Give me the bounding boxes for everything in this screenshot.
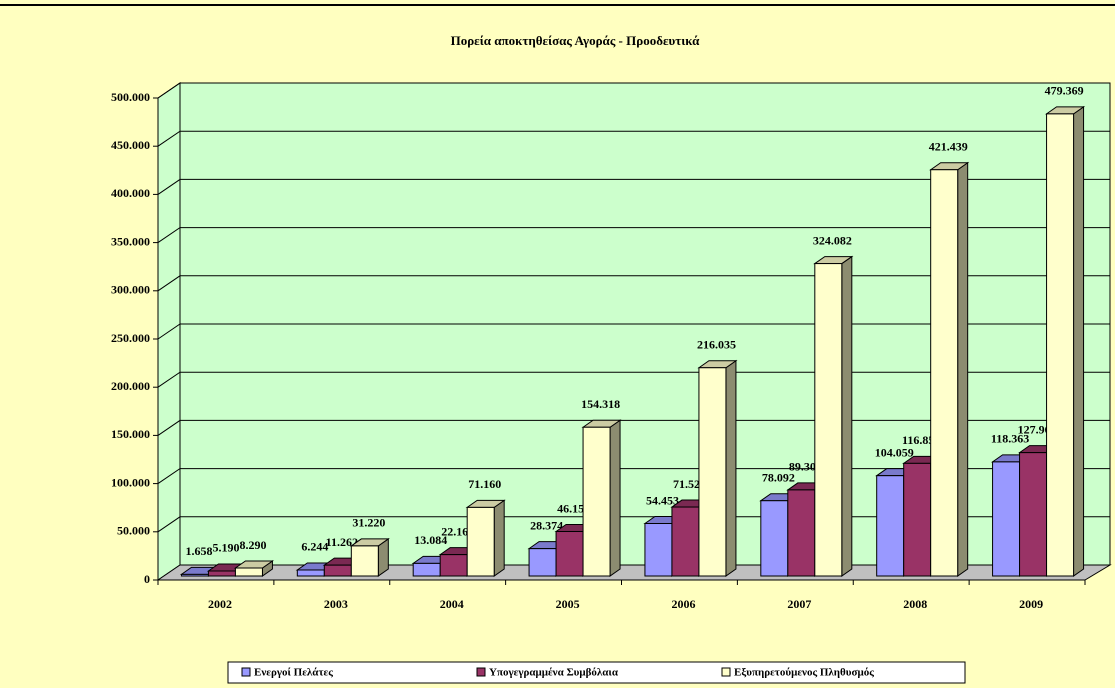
value-label: 78.092 xyxy=(762,470,795,484)
y-tick-label: 300.000 xyxy=(111,283,150,297)
value-label: 421.439 xyxy=(929,139,968,153)
bar-side xyxy=(841,255,853,577)
x-tick-label: 2006 xyxy=(671,597,695,611)
bar xyxy=(439,554,468,577)
value-label: 324.082 xyxy=(813,233,852,247)
bar xyxy=(644,523,673,577)
y-tick-label: 100.000 xyxy=(111,475,150,489)
grid-line xyxy=(157,130,1110,147)
bar xyxy=(1019,452,1048,577)
bar xyxy=(528,548,557,577)
legend xyxy=(227,661,966,684)
bar xyxy=(323,564,352,577)
bar xyxy=(787,489,816,577)
grid-line xyxy=(157,178,1110,195)
bar xyxy=(180,573,209,577)
x-tick-label: 2002 xyxy=(208,597,232,611)
grid-line xyxy=(157,227,1110,244)
bar xyxy=(234,567,263,577)
bar xyxy=(207,570,236,577)
bar xyxy=(466,506,495,577)
bar-side xyxy=(957,161,969,577)
value-label: 5.190 xyxy=(212,541,239,555)
bar xyxy=(555,531,584,577)
value-label: 8.290 xyxy=(239,538,266,552)
y-tick-label: 200.000 xyxy=(111,379,150,393)
value-label: 46.159 xyxy=(557,501,590,515)
value-label: 11.262 xyxy=(326,535,358,549)
legend-label: Εξυπηρετούμενος Πληθυσμός xyxy=(734,667,874,679)
bar xyxy=(698,367,727,577)
bar-side xyxy=(493,499,505,577)
bar xyxy=(903,462,932,577)
value-label: 104.059 xyxy=(875,445,914,459)
value-label: 154.318 xyxy=(581,397,620,411)
x-tick-label: 2007 xyxy=(787,597,811,611)
value-label: 6.244 xyxy=(301,540,328,554)
x-tick-label: 2009 xyxy=(1019,597,1043,611)
x-tick-label: 2003 xyxy=(324,597,348,611)
value-label: 1.658 xyxy=(185,544,212,558)
legend-swatch xyxy=(241,667,251,677)
y-tick-label: 450.000 xyxy=(111,138,150,152)
value-label: 28.374 xyxy=(530,518,563,532)
bar xyxy=(1046,113,1075,577)
legend-swatch xyxy=(721,667,731,677)
legend-swatch xyxy=(476,667,486,677)
y-tick-label: 500.000 xyxy=(111,90,150,104)
value-label: 31.220 xyxy=(352,516,385,530)
bar xyxy=(760,500,789,577)
value-label: 89.307 xyxy=(789,460,822,474)
grid-line xyxy=(157,371,1110,388)
bar-side xyxy=(609,419,621,577)
x-tick-label: 2008 xyxy=(903,597,927,611)
y-tick-label: 400.000 xyxy=(111,186,150,200)
bar xyxy=(412,562,441,577)
bar xyxy=(814,263,843,577)
grid-line xyxy=(157,323,1110,340)
y-tick-label: 150.000 xyxy=(111,427,150,441)
y-tick-label: 250.000 xyxy=(111,331,150,345)
x-tick-label: 2004 xyxy=(440,597,464,611)
legend-label: Υπογεγραμμένα Συμβόλαια xyxy=(489,667,619,679)
y-tick-label: 350.000 xyxy=(111,234,150,248)
bar xyxy=(992,461,1021,577)
bar xyxy=(930,169,959,577)
bar xyxy=(582,426,611,577)
y-tick-label: 0 xyxy=(144,572,150,586)
grid-line xyxy=(157,468,1110,485)
grid-line xyxy=(157,275,1110,292)
value-label: 13.084 xyxy=(414,533,447,547)
bar-side xyxy=(725,359,737,577)
bar xyxy=(671,506,700,577)
value-label: 71.160 xyxy=(468,477,501,491)
grid-line xyxy=(157,419,1110,436)
chart-title: Πορεία αποκτηθείσας Αγοράς - Προοδευτικά xyxy=(451,33,701,48)
value-label: 216.035 xyxy=(697,337,736,351)
value-label: 22.167 xyxy=(441,524,474,538)
value-label: 54.453 xyxy=(646,493,679,507)
value-label: 479.369 xyxy=(1045,84,1084,98)
y-tick-label: 50.000 xyxy=(117,524,150,538)
bar xyxy=(296,569,325,577)
x-tick-label: 2005 xyxy=(556,597,580,611)
bar-side xyxy=(1073,105,1085,577)
value-label: 71.525 xyxy=(673,477,706,491)
legend-label: Ενεργοί Πελάτες xyxy=(254,667,333,679)
bar xyxy=(350,545,379,577)
value-label: 118.363 xyxy=(991,432,1029,446)
grid-line xyxy=(157,82,1110,99)
bar xyxy=(876,475,905,577)
